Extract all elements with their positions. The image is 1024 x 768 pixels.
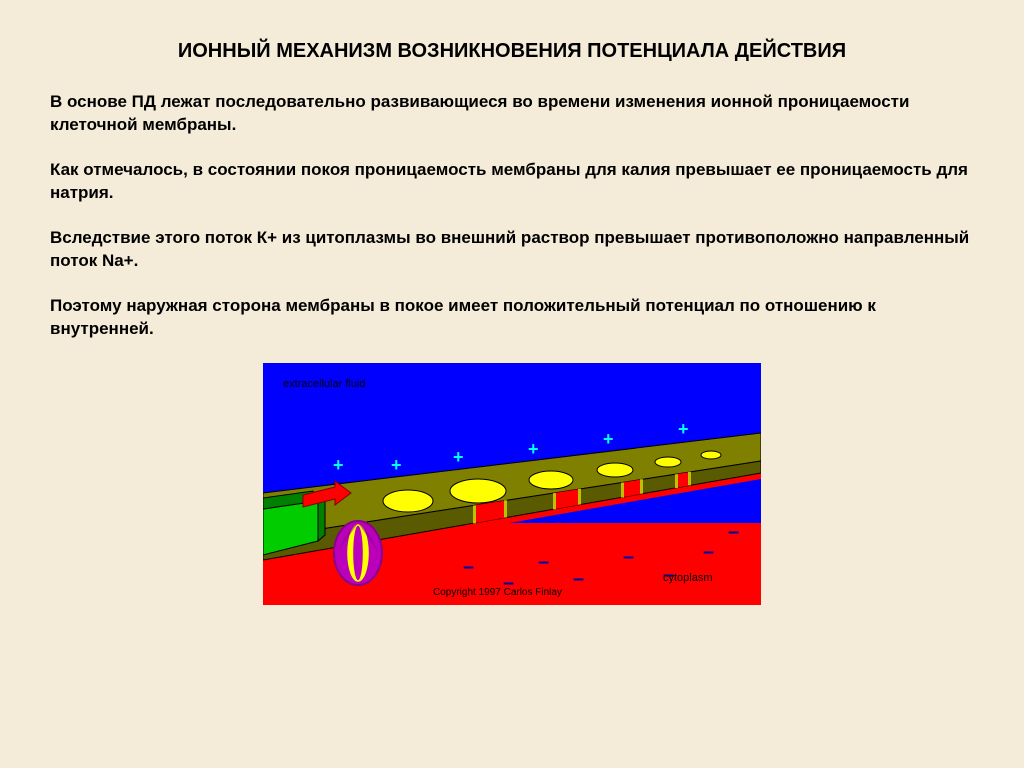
paragraph-3: Вследствие этого поток К+ из цитоплазмы … [50,227,974,273]
svg-text:Copyright 1997 Carlos Finlay: Copyright 1997 Carlos Finlay [433,587,562,598]
svg-text:extracellular fluid: extracellular fluid [283,378,366,390]
svg-text:–: – [623,546,634,568]
svg-text:+: + [391,455,402,475]
svg-text:+: + [528,439,539,459]
svg-text:–: – [573,568,584,590]
slide-title: ИОННЫЙ МЕХАНИЗМ ВОЗНИКНОВЕНИЯ ПОТЕНЦИАЛА… [50,40,974,63]
svg-text:cytoplasm: cytoplasm [663,572,713,584]
membrane-diagram: ++++++––––––––extracellular fluidcytopla… [263,363,761,605]
paragraph-2: Как отмечалось, в состоянии покоя прониц… [50,159,974,205]
paragraph-1: В основе ПД лежат последовательно развив… [50,91,974,137]
svg-text:–: – [538,551,549,573]
svg-text:–: – [463,556,474,578]
membrane-svg: ++++++––––––––extracellular fluidcytopla… [263,363,761,605]
svg-text:+: + [453,447,464,467]
svg-text:+: + [333,455,344,475]
paragraph-4: Поэтому наружная сторона мембраны в поко… [50,295,974,341]
diagram-container: ++++++––––––––extracellular fluidcytopla… [50,363,974,605]
slide: ИОННЫЙ МЕХАНИЗМ ВОЗНИКНОВЕНИЯ ПОТЕНЦИАЛА… [0,0,1024,768]
svg-text:+: + [678,419,689,439]
svg-text:–: – [728,521,739,543]
svg-text:+: + [603,429,614,449]
svg-text:–: – [703,541,714,563]
